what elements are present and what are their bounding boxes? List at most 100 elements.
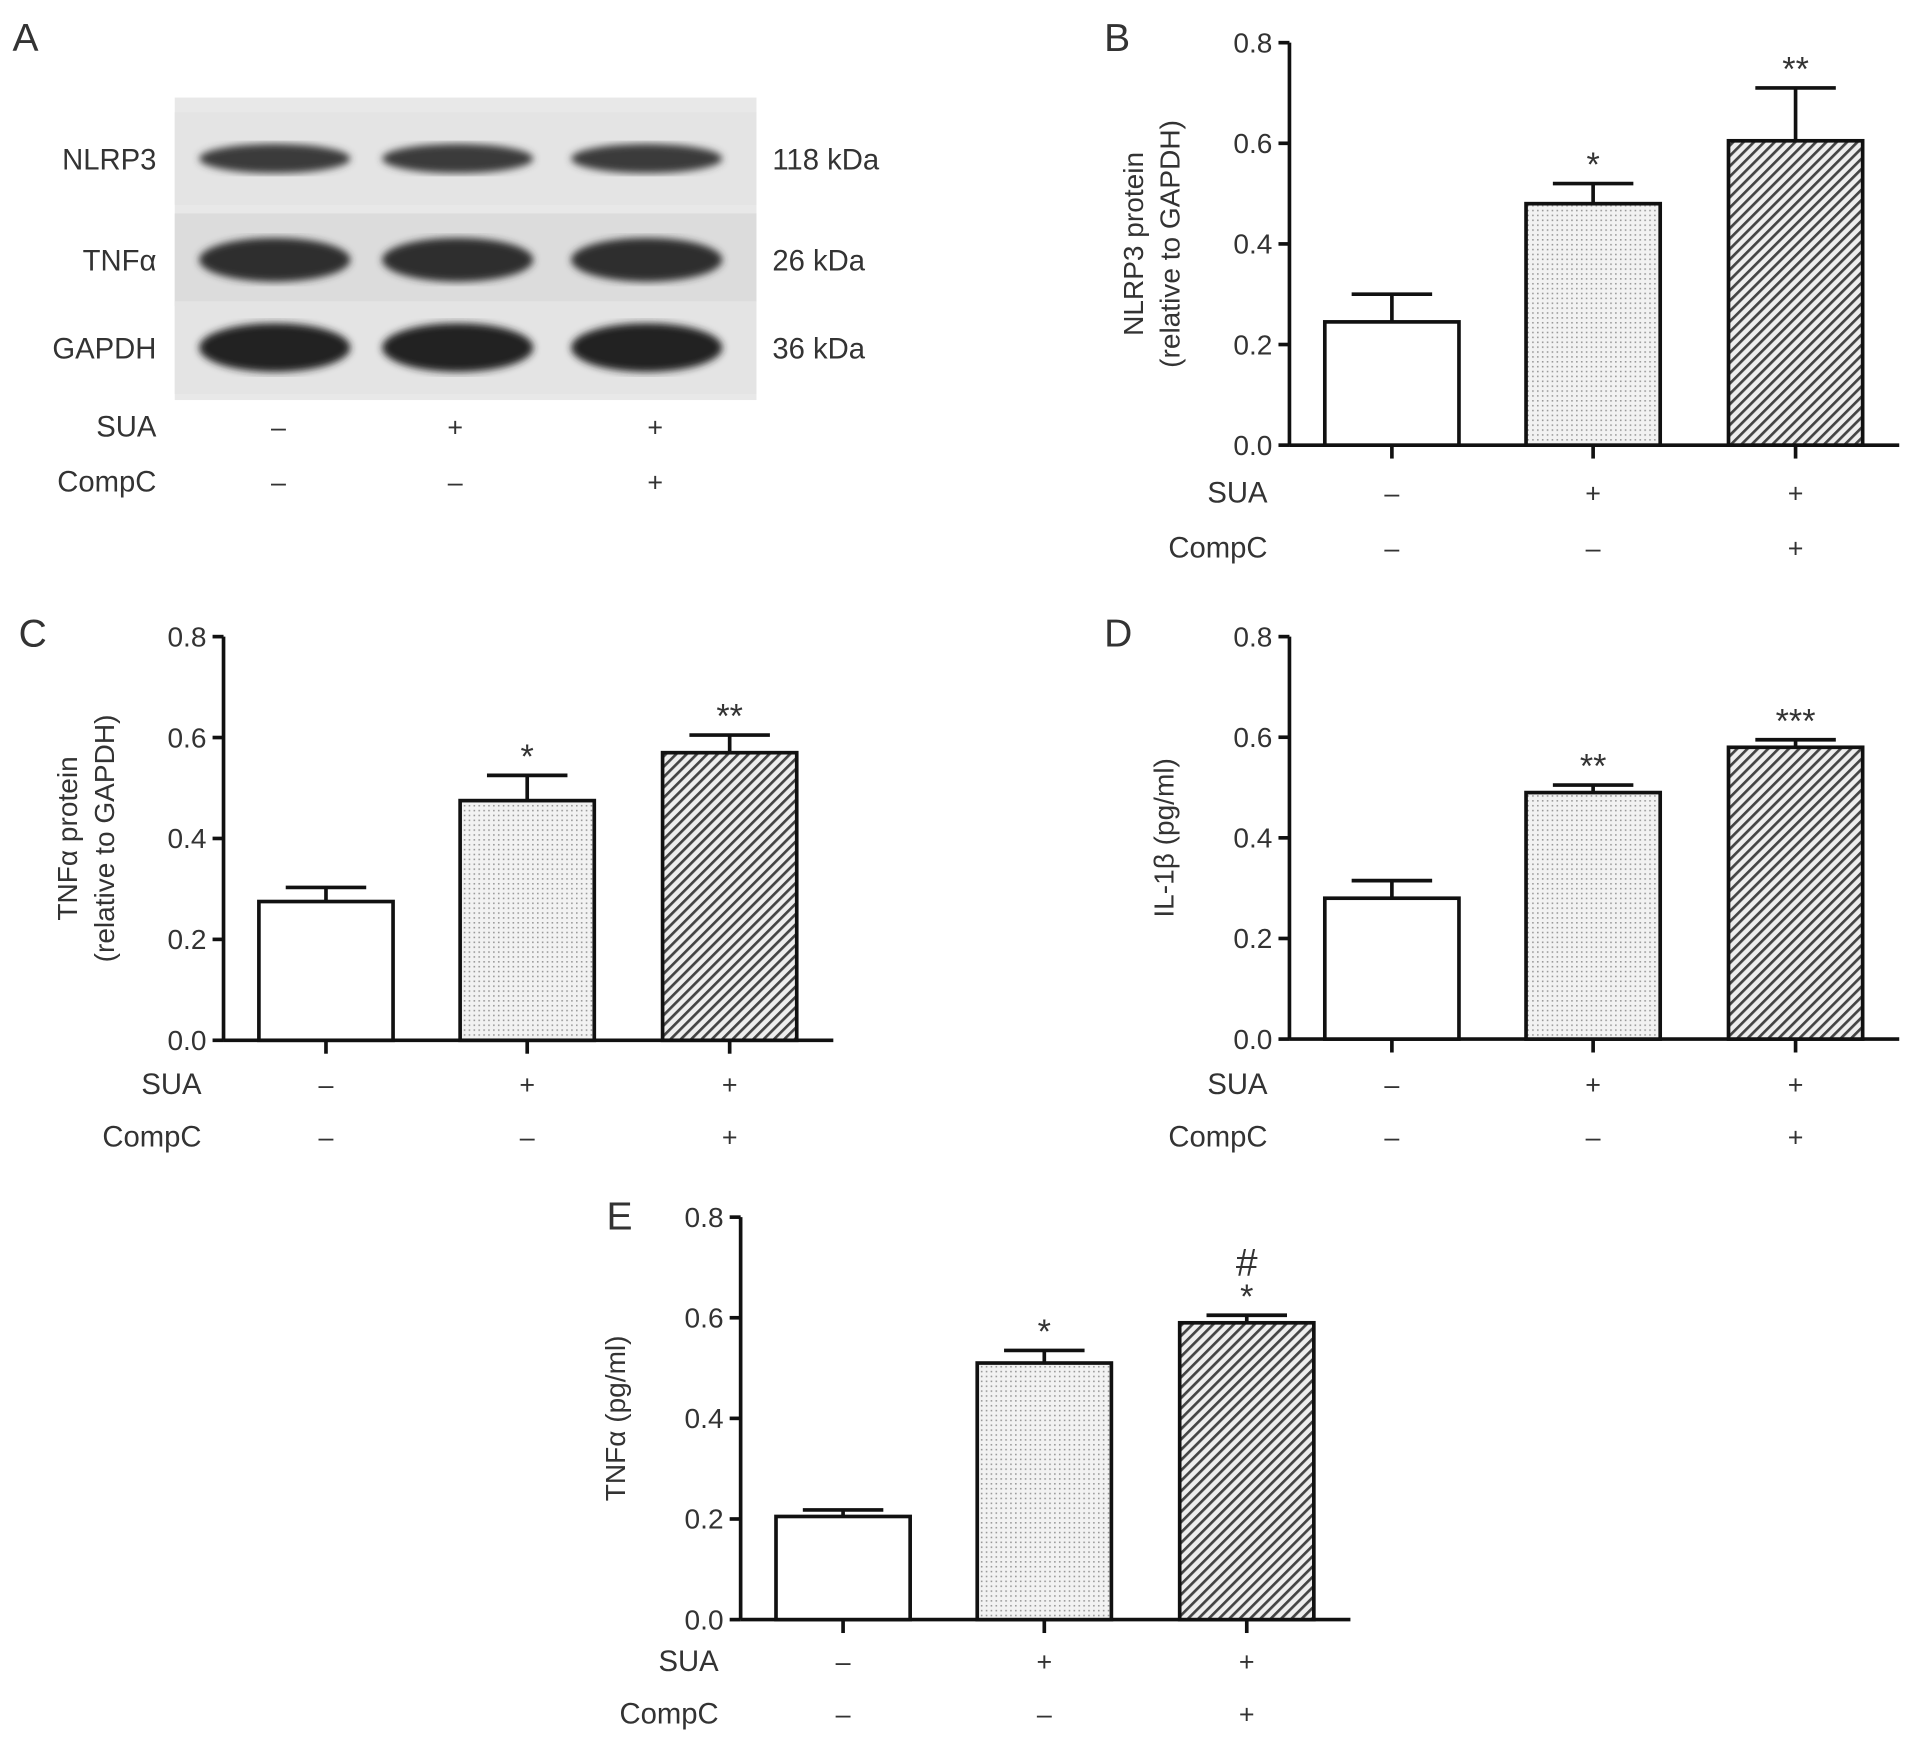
protein-band xyxy=(382,237,534,282)
treatment-sign: – xyxy=(448,467,463,497)
band-name: NLRP3 xyxy=(62,145,156,177)
panel-label: A xyxy=(13,17,39,60)
y-axis-label: IL-1β (pg/ml) xyxy=(1149,758,1180,918)
treatment-sign: – xyxy=(1384,478,1399,508)
significance-marker: *** xyxy=(1776,702,1816,740)
bar xyxy=(1524,790,1663,1041)
bar xyxy=(458,798,597,1043)
row-label: CompC xyxy=(1168,1121,1267,1153)
western-blot-panel: A NLRP3 118 kDa TNFα 26 kDa GAPDH 36 kDa SUA – + +… xyxy=(13,17,880,498)
treatment-sign: – xyxy=(1586,1122,1601,1152)
treatment-sign: – xyxy=(1586,533,1601,563)
treatment-sign: – xyxy=(271,467,286,497)
y-axis-label: TNFα (pg/ml) xyxy=(600,1335,631,1501)
bar-chart-c: C 0.0 0.2 0.4 0.6 0.8 TNFα protein (relative to… xyxy=(19,612,834,1153)
y-tick-label: 0.8 xyxy=(685,1202,724,1233)
row-label: CompC xyxy=(57,466,156,498)
protein-band xyxy=(199,237,351,282)
band-name: GAPDH xyxy=(52,334,156,366)
y-tick-label: 0.2 xyxy=(685,1504,724,1535)
protein-band xyxy=(199,323,351,372)
row-label: CompC xyxy=(102,1121,201,1153)
band-size: 26 kDa xyxy=(772,246,865,278)
bar xyxy=(1322,896,1461,1041)
treatment-sign: + xyxy=(447,413,463,443)
row-label: SUA xyxy=(1207,477,1268,509)
treatment-sign: – xyxy=(319,1070,334,1100)
treatment-sign: + xyxy=(1239,1647,1255,1677)
treatment-sign: + xyxy=(647,413,663,443)
y-tick-label: 0.4 xyxy=(167,823,206,854)
row-label: CompC xyxy=(620,1698,719,1730)
panel-label: C xyxy=(19,612,47,655)
treatment-sign: – xyxy=(1384,1122,1399,1152)
y-tick-label: 0.0 xyxy=(685,1604,724,1635)
y-tick-label: 0.4 xyxy=(1233,229,1272,260)
row-label: SUA xyxy=(659,1646,720,1678)
row-label: CompC xyxy=(1168,532,1267,564)
band-name: TNFα xyxy=(83,246,157,278)
protein-band xyxy=(382,143,534,174)
panel-label: D xyxy=(1104,612,1132,655)
bar xyxy=(1726,745,1865,1041)
treatment-sign: + xyxy=(1585,1070,1601,1100)
treatment-sign: + xyxy=(722,1070,738,1100)
y-tick-label: 0.4 xyxy=(685,1403,724,1434)
bar xyxy=(1322,320,1461,447)
treatment-sign: + xyxy=(1788,1122,1804,1152)
treatment-sign: + xyxy=(1788,533,1804,563)
y-tick-label: 0.8 xyxy=(167,621,206,652)
y-axis-label: TNFα protein xyxy=(52,756,83,920)
y-tick-label: 0.6 xyxy=(685,1303,724,1334)
bar xyxy=(1524,201,1663,447)
bar xyxy=(1726,138,1865,447)
treatment-sign: + xyxy=(519,1070,535,1100)
treatment-sign: – xyxy=(836,1647,851,1677)
significance-marker: ** xyxy=(716,698,743,736)
bar xyxy=(1177,1320,1316,1622)
significance-marker: * xyxy=(521,738,534,776)
y-tick-label: 0.2 xyxy=(1233,329,1272,360)
treatment-sign: – xyxy=(1037,1699,1052,1729)
treatment-sign: – xyxy=(1384,1070,1399,1100)
panel-label: E xyxy=(606,1195,632,1238)
y-tick-label: 0.2 xyxy=(1233,923,1272,954)
y-tick-label: 0.0 xyxy=(167,1025,206,1056)
y-axis-label: (relative to GAPDH) xyxy=(89,715,120,963)
treatment-sign: – xyxy=(836,1699,851,1729)
protein-band xyxy=(571,323,723,372)
protein-band xyxy=(382,323,534,372)
y-tick-label: 0.0 xyxy=(1233,1024,1272,1055)
significance-marker: * xyxy=(1586,146,1599,184)
treatment-sign: + xyxy=(722,1122,738,1152)
treatment-sign: – xyxy=(1384,533,1399,563)
y-tick-label: 0.2 xyxy=(167,924,206,955)
treatment-sign: + xyxy=(647,467,663,497)
y-tick-label: 0.4 xyxy=(1233,823,1272,854)
y-tick-label: 0.6 xyxy=(1233,128,1272,159)
protein-band xyxy=(571,237,723,282)
protein-band xyxy=(571,143,723,174)
bar-chart-b: B 0.0 0.2 0.4 0.6 0.8 NLRP3 protein (relative t… xyxy=(1104,17,1900,564)
y-axis-label: (relative to GAPDH) xyxy=(1155,120,1186,368)
row-label: SUA xyxy=(141,1069,202,1101)
bar xyxy=(975,1361,1114,1622)
treatment-sign: – xyxy=(271,413,286,443)
bar xyxy=(660,750,799,1043)
treatment-sign: – xyxy=(319,1122,334,1152)
significance-marker: * xyxy=(1240,1278,1253,1316)
bar xyxy=(257,899,395,1043)
treatment-sign: + xyxy=(1788,478,1804,508)
significance-marker: * xyxy=(1038,1313,1051,1351)
bar xyxy=(774,1514,912,1622)
treatment-sign: + xyxy=(1585,478,1601,508)
y-axis-label: NLRP3 protein xyxy=(1118,152,1149,336)
y-tick-label: 0.0 xyxy=(1233,430,1272,461)
y-tick-label: 0.8 xyxy=(1233,621,1272,652)
treatment-sign: + xyxy=(1239,1699,1255,1729)
y-tick-label: 0.6 xyxy=(167,722,206,753)
significance-marker: ** xyxy=(1580,748,1607,786)
row-label: SUA xyxy=(1207,1069,1268,1101)
